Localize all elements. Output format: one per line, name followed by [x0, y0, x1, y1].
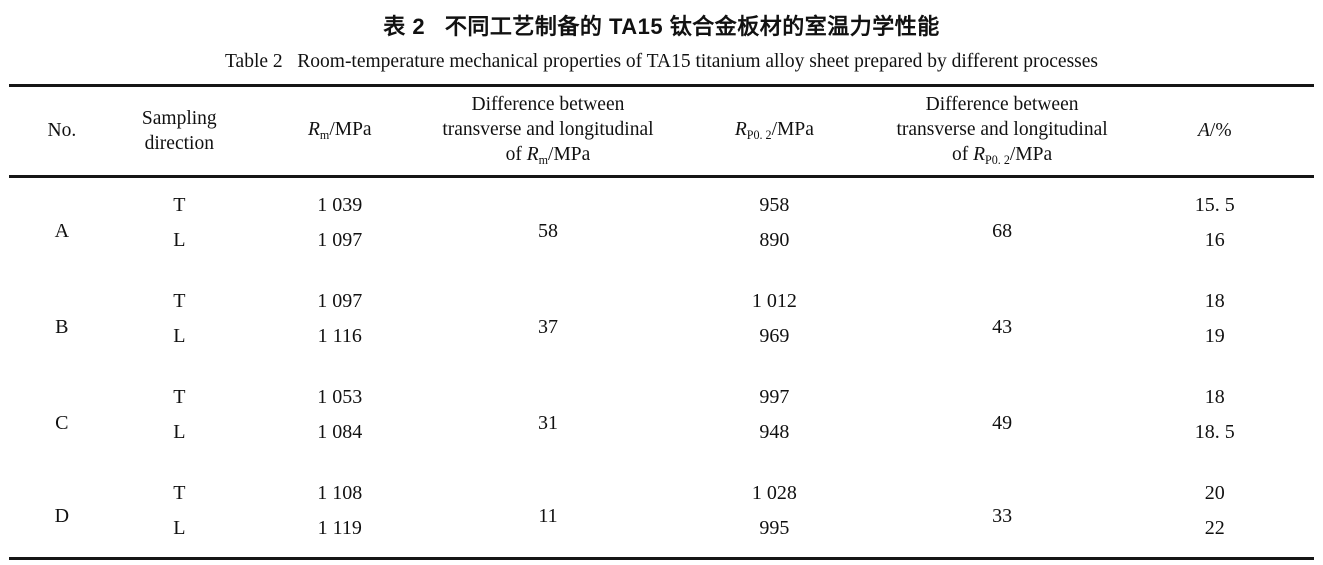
cell-diff-rm: 58: [537, 219, 558, 242]
header-cell-diff-rp02: Difference between transverse and longit…: [888, 85, 1116, 178]
table-row: B T 1 097 37 1 012 43 18: [9, 274, 1314, 338]
caption-en-text: Room-temperature mechanical properties o…: [297, 51, 1098, 72]
cell-diff-rp02: 49: [992, 411, 1013, 434]
cell-elongation: 16: [1204, 229, 1225, 251]
cell-rm: 1 084: [317, 421, 363, 443]
cell-rm: 1 039: [317, 194, 363, 216]
cell-diff-rp02: 33: [992, 505, 1013, 527]
cell-direction: T: [173, 386, 186, 408]
cell-rm: 1 053: [317, 386, 363, 408]
cell-rm: 1 108: [317, 482, 363, 504]
cell-rp02: 969: [759, 325, 790, 347]
cell-elongation: 19: [1204, 325, 1225, 347]
header-cell-elongation: A/%: [1115, 85, 1314, 178]
cell-rm: 1 097: [317, 229, 363, 251]
table-caption-zh: 表 2 不同工艺制备的 TA15 钛合金板材的室温力学性能: [9, 12, 1314, 42]
cell-no: A: [54, 219, 70, 242]
caption-zh-text: 不同工艺制备的 TA15 钛合金板材的室温力学性能: [444, 14, 940, 39]
table-row: L 1 084 948 18. 5: [9, 415, 1314, 466]
cell-no: D: [54, 505, 70, 527]
table-header: No. Sampling direction Rm/MPa Difference…: [9, 85, 1314, 178]
cell-rm: 1 119: [317, 517, 362, 539]
cell-rp02: 1 028: [751, 482, 797, 504]
table-group-b: B T 1 097 37 1 012 43 18 L 1 116 969 19: [9, 274, 1314, 370]
cell-rm: 1 097: [317, 290, 363, 312]
table-row: D T 1 108 11 1 028 33 20: [9, 466, 1314, 527]
cell-diff-rp02: 68: [992, 219, 1013, 242]
table-group-d: D T 1 108 11 1 028 33 20 L 1 119 995 22: [9, 466, 1314, 559]
cell-elongation: 22: [1204, 517, 1225, 539]
cell-no: B: [55, 315, 69, 338]
table-group-c: C T 1 053 31 997 49 18 L 1 084 948 18. 5: [9, 370, 1314, 466]
cell-no: C: [55, 411, 69, 434]
header-cell-diff-rm: Difference between transverse and longit…: [435, 85, 661, 178]
header-cell-sampling-direction: Sampling direction: [114, 85, 244, 178]
cell-diff-rm: 31: [537, 411, 558, 434]
table-row: C T 1 053 31 997 49 18: [9, 370, 1314, 434]
cell-elongation: 15. 5: [1194, 194, 1235, 216]
cell-rp02: 890: [759, 229, 790, 251]
cell-rp02: 995: [759, 517, 790, 539]
table-group-a: A T 1 039 58 958 68 15. 5 L 1 097 890 16: [9, 177, 1314, 275]
cell-rp02: 997: [759, 386, 790, 408]
header-cell-rm: Rm/MPa: [243, 85, 436, 178]
cell-direction: L: [173, 517, 186, 539]
caption-en-label: Table 2: [224, 51, 283, 72]
cell-direction: T: [173, 194, 186, 216]
cell-direction: L: [173, 229, 186, 251]
cell-elongation: 20: [1204, 482, 1225, 504]
cell-rp02: 1 012: [751, 290, 797, 312]
cell-direction: T: [173, 482, 186, 504]
cell-elongation: 18. 5: [1194, 421, 1235, 443]
header-cell-no: No.: [9, 85, 115, 178]
cell-diff-rm: 37: [537, 315, 558, 338]
table-row: A T 1 039 58 958 68 15. 5: [9, 177, 1314, 242]
cell-diff-rm: 11: [538, 505, 558, 527]
cell-direction: T: [173, 290, 186, 312]
cell-diff-rp02: 43: [992, 315, 1013, 338]
table-row: L 1 119 995 22: [9, 511, 1314, 559]
table-row: L 1 097 890 16: [9, 223, 1314, 274]
cell-rm: 1 116: [317, 325, 362, 347]
header-cell-rp02: RP0. 2/MPa: [660, 85, 889, 178]
cell-direction: L: [173, 421, 186, 443]
cell-rp02: 948: [759, 421, 790, 443]
cell-elongation: 18: [1204, 290, 1225, 312]
cell-direction: L: [173, 325, 186, 347]
caption-zh-label: 表 2: [383, 14, 426, 39]
table-row: L 1 116 969 19: [9, 319, 1314, 370]
cell-elongation: 18: [1204, 386, 1225, 408]
mechanical-properties-table: No. Sampling direction Rm/MPa Difference…: [9, 84, 1314, 560]
cell-rp02: 958: [759, 194, 790, 216]
table-caption-en: Table 2 Room-temperature mechanical prope…: [9, 49, 1314, 75]
